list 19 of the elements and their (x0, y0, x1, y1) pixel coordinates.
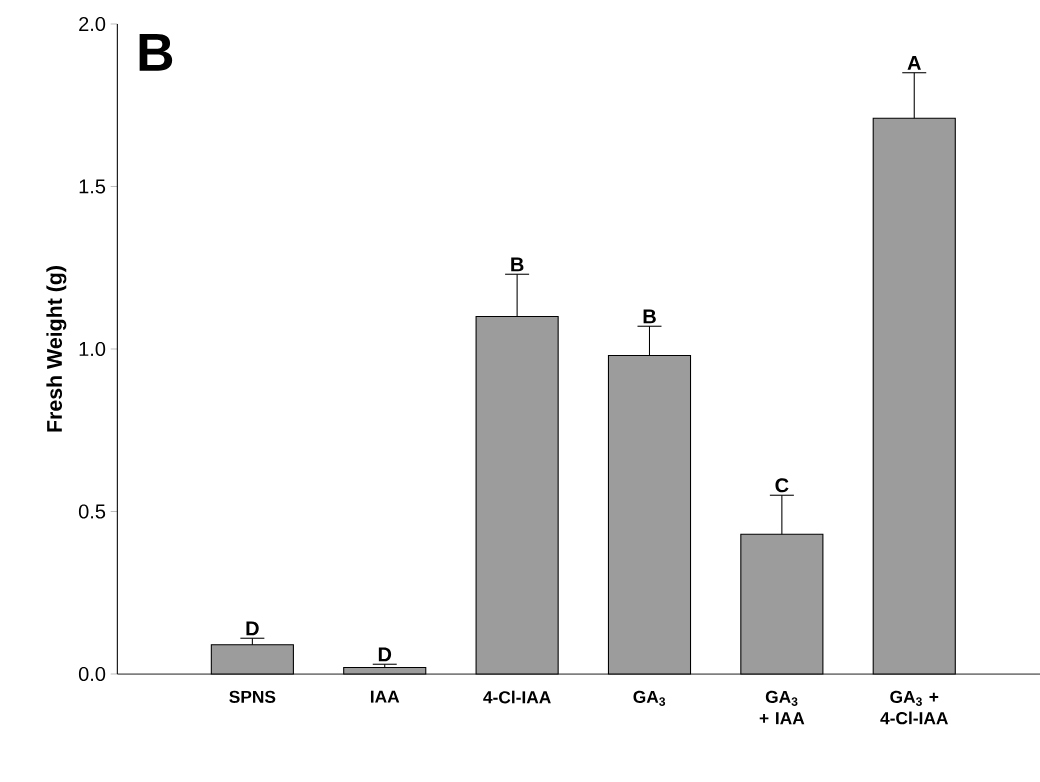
y-tick-label: 2.0 (79, 16, 106, 32)
x-tick-label: 4-Cl-IAA (483, 690, 551, 704)
y-tick-label: 1.0 (79, 341, 106, 357)
y-tick-label: 0.5 (78, 504, 106, 519)
y-tick-label: 1.5 (79, 179, 106, 194)
annotation: B (511, 257, 524, 272)
x-tick-label: GA$_{3}$ (633, 690, 666, 706)
annotation: A (907, 56, 921, 70)
x-tick-label: GA$_{3}$ + IAA (759, 690, 805, 725)
annotation: D (378, 647, 392, 662)
y-axis-title: Fresh Weight (g) (46, 266, 67, 432)
annotation: D (246, 621, 259, 636)
x-tick-label: IAA (370, 690, 400, 703)
x-tick-label: SPNS (229, 690, 276, 703)
x-tick-label: GA$_{3}$ + 4-Cl-IAA (880, 690, 948, 725)
y-tick-label: 0.0 (78, 666, 106, 682)
annotation: B (643, 309, 656, 324)
annotation: B (139, 34, 173, 71)
annotation: C (775, 478, 789, 493)
